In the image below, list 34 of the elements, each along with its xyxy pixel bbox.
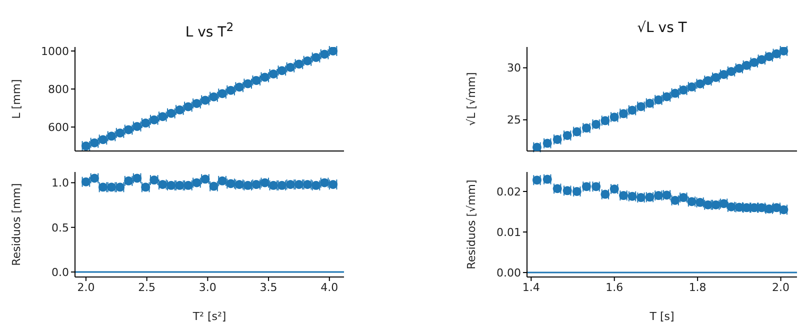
point [719,199,728,208]
chart-title: L vs T$^{2}$ [184,20,235,41]
y-tick-label: 30 [507,62,521,75]
x-tick-label: 4.0 [320,280,338,294]
x-tick-label: 1.6 [606,280,624,294]
y-axis-title: Residuos [mm] [10,183,23,266]
y-tick-label: 0.02 [496,185,521,198]
x-tick-label: 3.5 [260,280,278,294]
y-tick-label: 0.01 [496,226,521,239]
x-tick-label: 1.8 [688,280,706,294]
y-axis-title: Residuos [√mm] [464,180,478,270]
x-tick-label: 2.5 [138,280,156,294]
y-axis-title: L [mm] [10,79,23,119]
x-tick-label: 1.4 [522,280,540,294]
y-tick-label: 0.5 [52,221,69,234]
point [328,47,338,56]
y-tick-label: 800 [48,82,69,96]
x-axis-title: T [s] [648,310,674,323]
y-tick-label: 0.0 [52,266,69,279]
y-axis-title: √L [√mm] [464,72,478,126]
x-tick-label: 3.0 [198,280,216,294]
y-tick-label: 1000 [41,44,69,58]
chart-title: √L vs T [636,20,688,36]
point [772,203,782,212]
y-tick-label: 1.0 [52,176,69,190]
x-axis-title: T² [s²] [192,310,226,323]
point [779,47,788,56]
point [532,142,542,151]
x-tick-label: 2.0 [772,280,790,294]
point [81,142,90,151]
y-tick-label: 25 [507,114,521,127]
x-tick-label: 2.0 [77,280,95,294]
y-tick-label: 600 [48,120,69,134]
y-tick-label: 0.00 [496,266,521,280]
